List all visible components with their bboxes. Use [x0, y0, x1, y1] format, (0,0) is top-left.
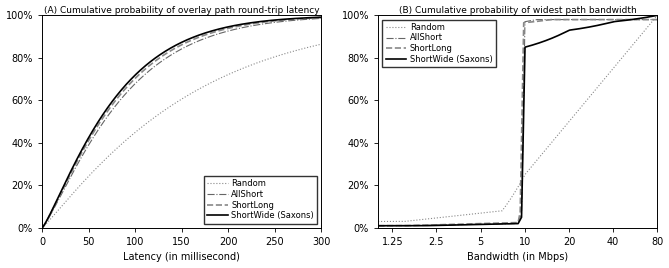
AllShort [425, 224, 433, 227]
ShortLong [312, 16, 320, 20]
Random [654, 14, 662, 17]
Random [603, 73, 611, 77]
ShortWide (Saxons) [556, 33, 564, 36]
ShortWide (Saxons) [145, 61, 153, 64]
Random [425, 217, 433, 220]
ShortWide (Saxons) [481, 223, 489, 226]
Random [157, 111, 165, 114]
AllShort [374, 224, 382, 227]
ShortLong [583, 18, 591, 21]
Random [145, 120, 153, 123]
ShortLong [425, 224, 433, 227]
ShortLong [541, 19, 549, 22]
ShortLong [157, 55, 165, 58]
Random [317, 43, 325, 46]
ShortWide (Saxons) [86, 133, 94, 136]
ShortLong [282, 18, 290, 21]
Random [282, 52, 290, 55]
ShortWide (Saxons) [312, 16, 320, 19]
AllShort [312, 17, 320, 20]
Random [541, 148, 549, 151]
ShortLong [70, 166, 78, 169]
ShortLong [556, 18, 564, 21]
ShortLong [481, 222, 489, 225]
AllShort [38, 226, 46, 229]
AllShort [556, 18, 564, 21]
ShortWide (Saxons) [603, 21, 611, 25]
Line: ShortWide (Saxons): ShortWide (Saxons) [42, 17, 321, 228]
Line: Random: Random [378, 15, 658, 221]
AllShort [481, 223, 489, 226]
Line: AllShort: AllShort [378, 20, 658, 226]
ShortLong [603, 18, 611, 21]
ShortLong [38, 226, 46, 229]
ShortWide (Saxons) [583, 26, 591, 29]
ShortLong [547, 18, 555, 21]
ShortWide (Saxons) [541, 39, 549, 42]
AllShort [282, 20, 290, 23]
Random [556, 131, 564, 134]
ShortWide (Saxons) [317, 16, 325, 19]
Line: ShortLong: ShortLong [42, 18, 321, 228]
Line: AllShort: AllShort [42, 18, 321, 228]
Title: (B) Cumulative probability of widest path bandwidth: (B) Cumulative probability of widest pat… [399, 6, 637, 14]
Random [86, 173, 94, 176]
AllShort [542, 18, 550, 21]
ShortLong [654, 18, 662, 21]
AllShort [603, 18, 611, 21]
Line: ShortLong: ShortLong [378, 20, 658, 226]
Random [374, 220, 382, 223]
Line: ShortWide (Saxons): ShortWide (Saxons) [378, 15, 658, 226]
ShortWide (Saxons) [282, 17, 290, 21]
ShortWide (Saxons) [38, 226, 46, 229]
ShortWide (Saxons) [425, 224, 433, 227]
ShortLong [145, 64, 153, 68]
AllShort [70, 169, 78, 172]
ShortLong [317, 16, 325, 19]
X-axis label: Bandwidth (in Mbps): Bandwidth (in Mbps) [467, 252, 568, 262]
AllShort [583, 18, 591, 21]
ShortLong [374, 224, 382, 227]
AllShort [654, 18, 662, 21]
ShortWide (Saxons) [157, 52, 165, 55]
AllShort [533, 18, 541, 21]
Random [70, 191, 78, 194]
AllShort [157, 60, 165, 63]
ShortWide (Saxons) [70, 163, 78, 167]
Random [38, 226, 46, 229]
Random [312, 44, 320, 47]
Random [583, 99, 591, 102]
Legend: Random, AllShort, ShortLong, ShortWide (Saxons): Random, AllShort, ShortLong, ShortWide (… [203, 176, 317, 224]
Line: Random: Random [42, 44, 321, 228]
Title: (A) Cumulative probability of overlay path round-trip latency: (A) Cumulative probability of overlay pa… [44, 6, 320, 14]
Random [481, 211, 489, 214]
ShortLong [86, 136, 94, 139]
AllShort [86, 140, 94, 144]
Legend: Random, AllShort, ShortLong, ShortWide (Saxons): Random, AllShort, ShortLong, ShortWide (… [382, 20, 496, 67]
X-axis label: Latency (in millisecond): Latency (in millisecond) [123, 252, 240, 262]
ShortWide (Saxons) [654, 14, 662, 17]
AllShort [317, 17, 325, 20]
ShortWide (Saxons) [374, 224, 382, 227]
AllShort [145, 69, 153, 72]
